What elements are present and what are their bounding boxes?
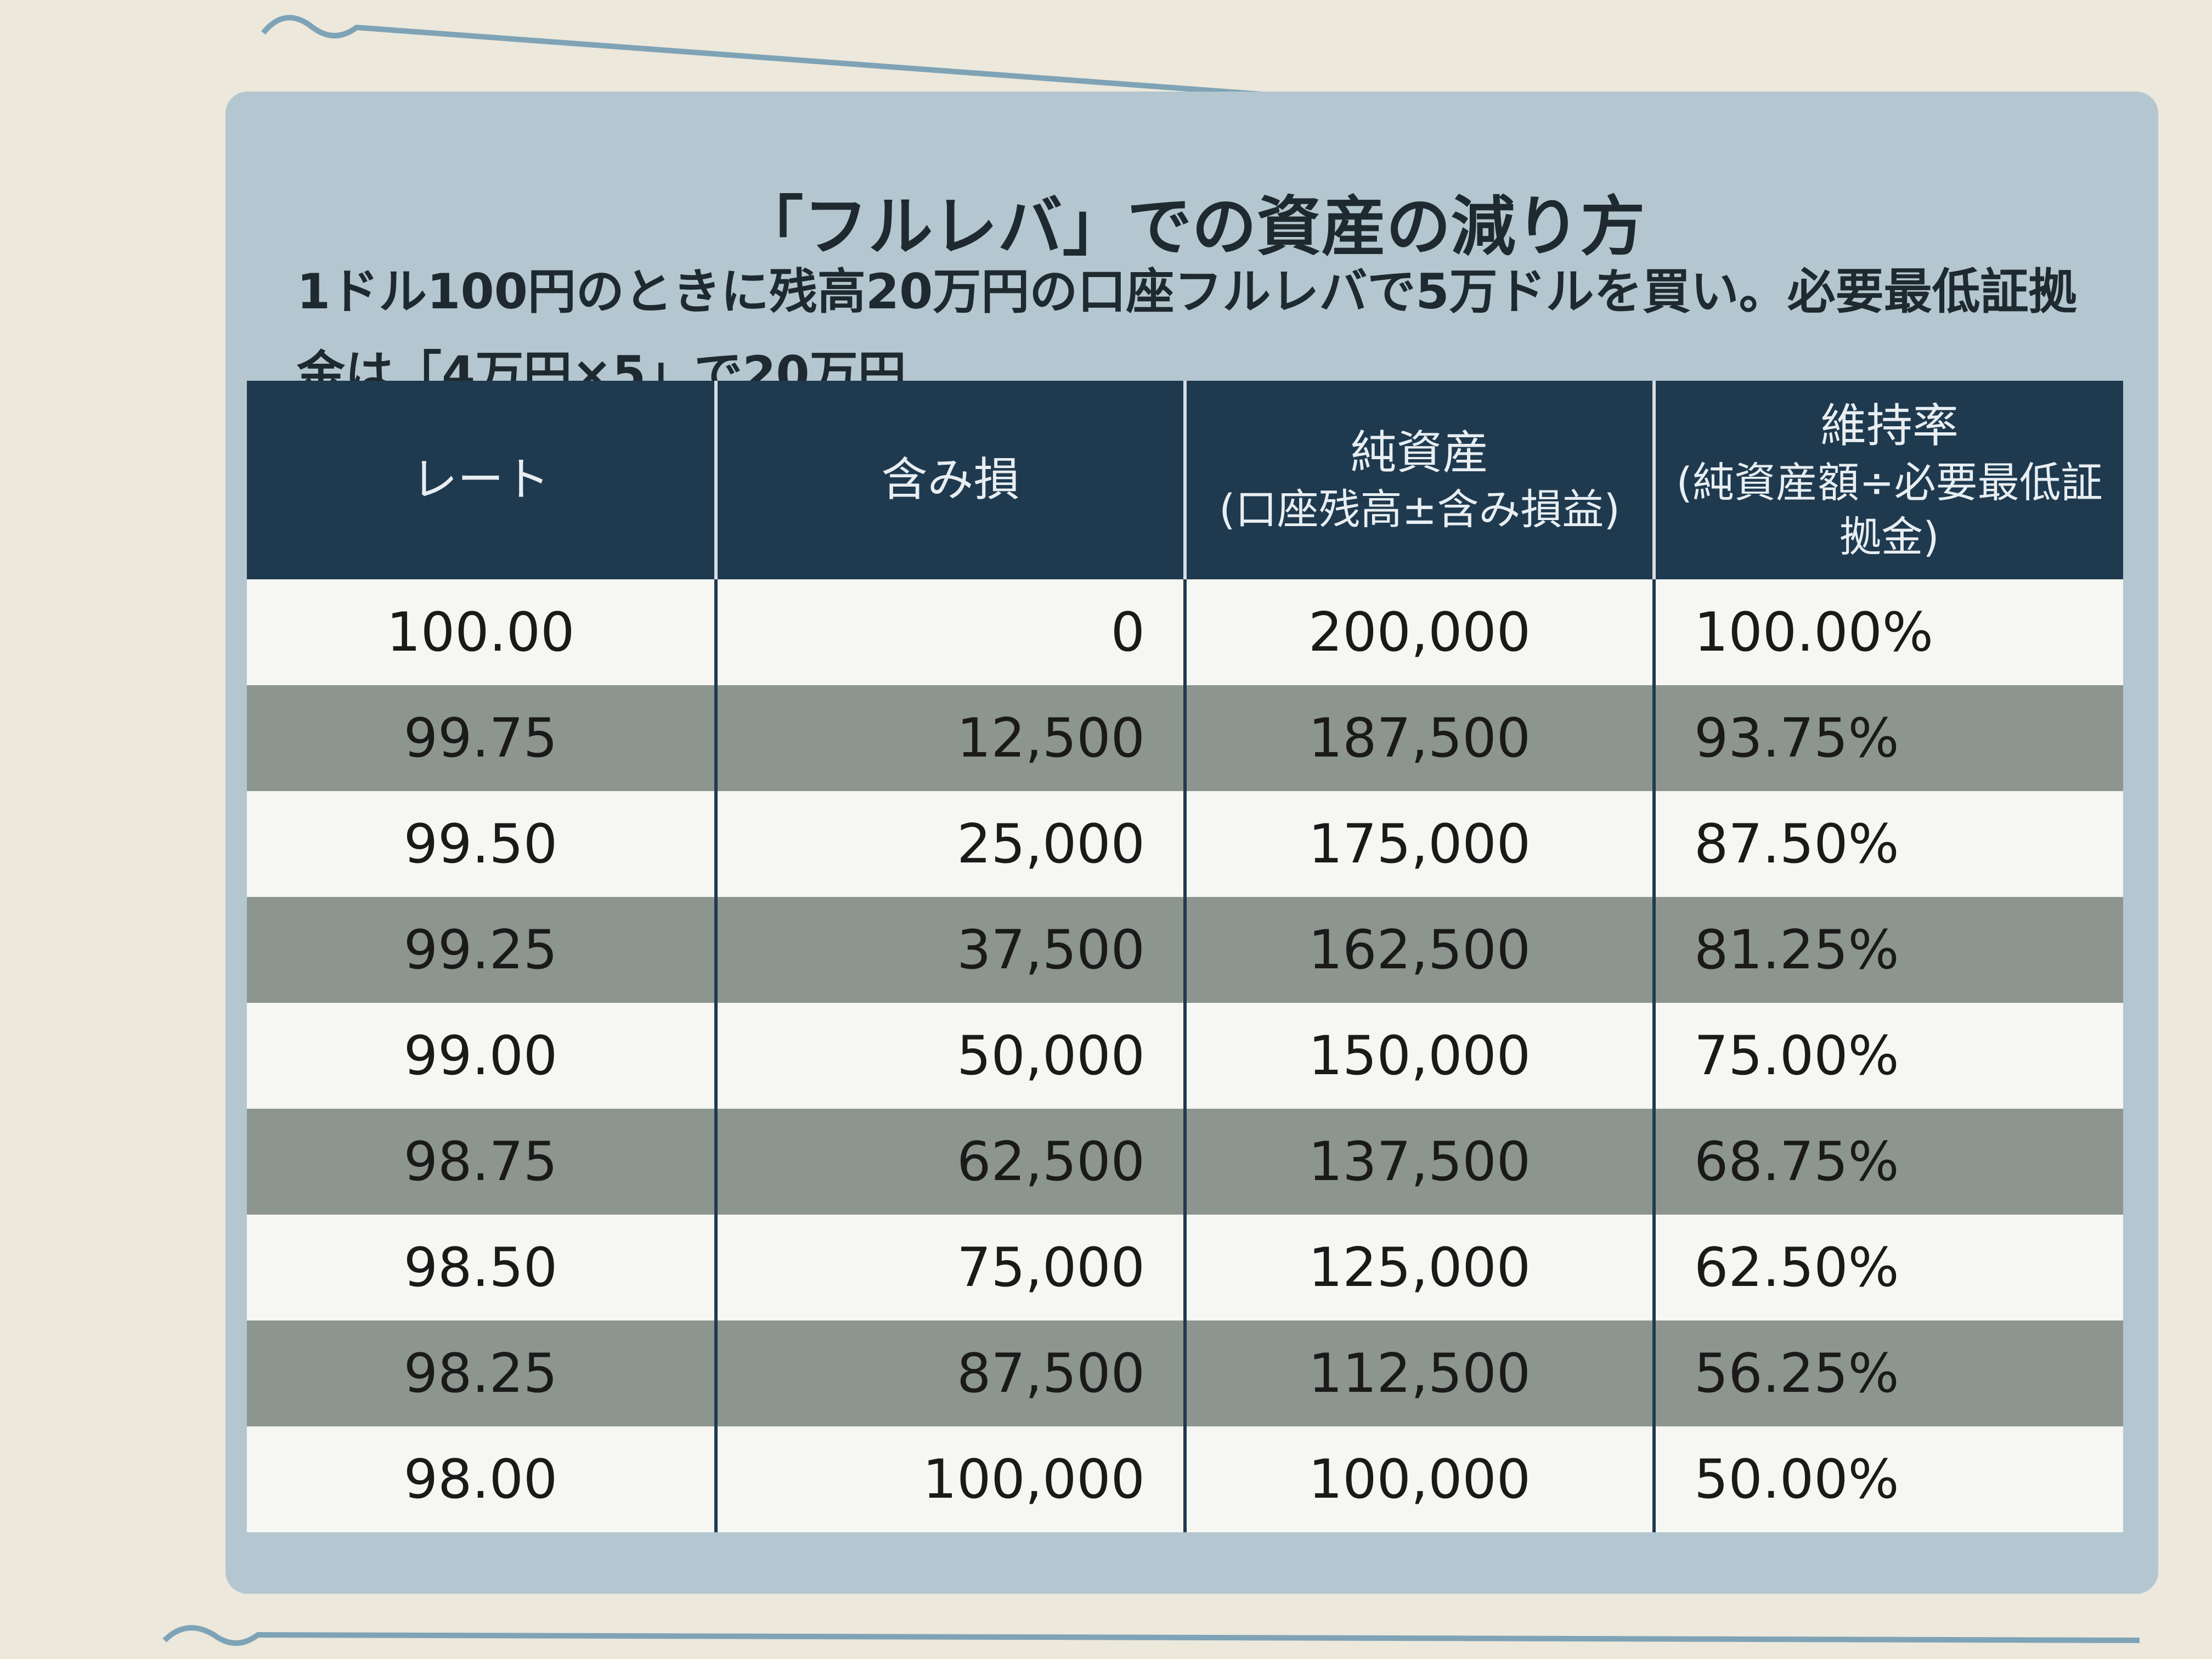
table-cell: 56.25% [1654, 1321, 2123, 1426]
table-cell: 12,500 [716, 685, 1187, 791]
table-cell: 150,000 [1185, 1003, 1656, 1109]
table-cell: 100,000 [716, 1426, 1187, 1532]
table-row: 99.50 25,000 175,000 87.50% [247, 791, 2123, 897]
header-label: 純資産 [1350, 426, 1489, 479]
table-cell: 125,000 [1185, 1215, 1656, 1321]
table-cell: 187,500 [1185, 685, 1656, 791]
table-cell: 98.25 [247, 1321, 718, 1426]
header-cell: 維持率 (純資産額÷必要最低証拠金) [1654, 381, 2123, 579]
table-cell: 75,000 [716, 1215, 1187, 1321]
table-row: 98.75 62,500 137,500 68.75% [247, 1109, 2123, 1215]
table-row: 99.00 50,000 150,000 75.00% [247, 1003, 2123, 1109]
table-cell: 99.25 [247, 897, 718, 1003]
table-cell: 0 [716, 579, 1187, 685]
table-cell: 25,000 [716, 791, 1187, 897]
header-cell: レート [247, 381, 718, 579]
panel: 「フルレバ」での資産の減り方 1ドル100円のときに残高20万円の口座フルレバで… [225, 92, 2158, 1594]
table-cell: 37,500 [716, 897, 1187, 1003]
table-cell: 137,500 [1185, 1109, 1656, 1215]
table-cell: 62,500 [716, 1109, 1187, 1215]
table-cell: 50.00% [1654, 1426, 2123, 1532]
table-cell: 50,000 [716, 1003, 1187, 1109]
table-cell: 100.00 [247, 579, 718, 685]
table-body: 100.00 0 200,000 100.00% 99.75 12,500 187,500 9… [247, 579, 2123, 1532]
ornament-line [162, 1625, 2140, 1646]
table-cell: 75.00% [1654, 1003, 2123, 1109]
header-label: 含み損 [881, 453, 1020, 507]
table-cell: 87,500 [716, 1321, 1187, 1426]
table-cell: 99.00 [247, 1003, 718, 1109]
table-cell: 100.00% [1654, 579, 2123, 685]
table-cell: 162,500 [1185, 897, 1656, 1003]
ornament-line [261, 15, 2140, 162]
table-row: 98.25 87,500 112,500 56.25% [247, 1321, 2123, 1426]
table-cell: 200,000 [1185, 579, 1656, 685]
table-cell: 81.25% [1654, 897, 2123, 1003]
table-row: 100.00 0 200,000 100.00% [247, 579, 2123, 685]
table-cell: 100,000 [1185, 1426, 1656, 1532]
header-label: 維持率 [1820, 398, 1959, 453]
table-cell: 98.00 [247, 1426, 718, 1532]
table-cell: 99.75 [247, 685, 718, 791]
table-cell: 99.50 [247, 791, 718, 897]
table-cell: 93.75% [1654, 685, 2123, 791]
table-row: 98.50 75,000 125,000 62.50% [247, 1215, 2123, 1321]
header-row: レート 含み損 純資産 (口座残高±含み損益) 維持率 (純資産額÷必要最低証拠金) [247, 381, 2123, 579]
header-note: (純資産額÷必要最低証拠金) [1676, 458, 2103, 561]
table-cell: 175,000 [1185, 791, 1656, 897]
table-cell: 87.50% [1654, 791, 2123, 897]
table-cell: 112,500 [1185, 1321, 1656, 1426]
table-row: 99.75 12,500 187,500 93.75% [247, 685, 2123, 791]
table-row: 99.25 37,500 162,500 81.25% [247, 897, 2123, 1003]
title: 「フルレバ」での資産の減り方 [738, 189, 1645, 264]
table-cell: 98.50 [247, 1215, 718, 1321]
table-cell: 98.75 [247, 1109, 718, 1215]
table-cell: 68.75% [1654, 1109, 2123, 1215]
table-row: 98.00 100,000 100,000 50.00% [247, 1426, 2123, 1532]
table-cell: 62.50% [1654, 1215, 2123, 1321]
header-cell: 含み損 [716, 381, 1187, 579]
table: レート 含み損 純資産 (口座残高±含み損益) 維持率 (純資産額÷必要最低証拠金) 10… [247, 381, 2123, 1532]
header-cell: 純資産 (口座残高±含み損益) [1185, 381, 1656, 579]
header-note: (口座残高±含み損益) [1219, 485, 1620, 534]
header-label: レート [411, 453, 550, 507]
